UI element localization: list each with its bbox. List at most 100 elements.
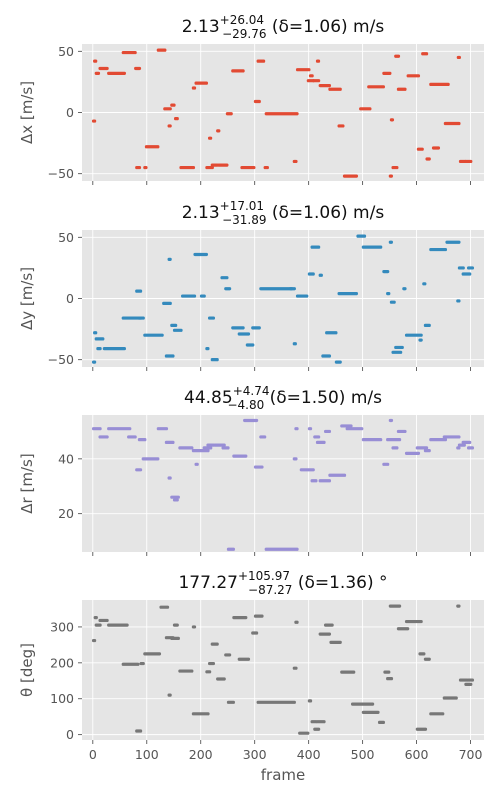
data-point-run [429,712,445,716]
data-point-run [406,74,421,78]
data-point-run [340,424,353,428]
data-point-run [135,468,143,472]
data-point-run [259,287,294,291]
data-point-run [396,627,410,631]
data-point-run [315,440,326,444]
data-point-run [295,294,309,298]
data-point-run [194,81,208,85]
data-point-run [356,234,367,238]
data-point-run [340,670,356,674]
data-point-run [388,418,394,423]
data-point-run [456,446,461,450]
x-tick-label: 400 [297,747,321,762]
data-point-run [205,165,214,170]
data-point-run [295,68,311,72]
data-point-run [467,678,475,682]
title-value: 177.27 [178,573,237,593]
data-point-run [310,720,318,724]
data-point-run [328,473,347,477]
data-point-run [94,71,101,75]
data-point-run [442,435,461,439]
title-upper-error: +26.04 [220,13,264,27]
data-point-run [421,52,429,56]
data-point-run [396,87,407,91]
x-tick-label: 200 [189,747,213,762]
data-point-run [91,638,97,643]
data-point-run [429,438,448,442]
data-point-run [456,604,461,608]
data-point-run [404,333,423,337]
data-point-run [382,462,390,466]
data-point-run [163,107,172,111]
y-tick-label: 0 [66,105,74,120]
data-point-run [172,328,183,332]
data-series [91,234,475,364]
data-point-run [415,446,429,450]
data-point-run [162,301,172,305]
data-point-run [321,354,332,358]
data-point-run [264,547,299,551]
data-point-run [216,129,221,133]
data-point-run [337,292,358,296]
data-point-run [191,86,197,90]
data-point-run [294,427,299,431]
x-tick-label: 600 [405,747,429,762]
data-point-run [193,252,208,257]
data-point-run [253,465,264,469]
y-axis-label: Δy [m/s] [18,267,36,330]
data-point-run [423,657,431,661]
data-point-run [394,54,401,58]
data-point-run [386,292,391,296]
data-point-run [240,165,256,170]
data-point-run [221,446,230,450]
data-point-run [259,435,267,439]
data-point-run [170,323,178,328]
data-point-run [93,59,98,63]
data-point-run [461,440,472,444]
data-point-run [328,87,342,91]
data-point-run [237,332,251,336]
data-point-run [313,727,321,731]
data-point-run [137,316,145,320]
data-point-run [191,625,197,629]
data-point-run [445,240,461,244]
data-point-run [294,620,299,624]
data-point-run [156,427,169,431]
data-point-run [292,457,298,461]
data-point-run [256,59,266,63]
data-point-run [143,333,164,337]
x-tick-label: 500 [351,747,375,762]
data-point-run [416,147,424,151]
title-value: 2.13 [182,17,220,37]
data-point-run [418,652,426,656]
data-point-run [135,165,142,170]
data-point-run [292,666,298,670]
data-point-run [232,454,248,458]
data-point-run [383,670,391,674]
data-point-run [388,604,402,608]
data-point-run [144,145,160,149]
data-point-run [237,657,251,661]
data-series [91,418,475,551]
data-point-run [91,427,102,431]
data-point-run [404,619,423,624]
data-point-run [121,50,137,55]
data-point-run [135,729,143,733]
data-point-run [367,85,385,89]
data-point-run [178,446,194,450]
data-point-run [121,316,143,320]
panel-title: 2.13+26.04 −29.76 (δ=1.06) m/s [182,13,385,41]
data-point-run [312,79,321,83]
data-point-run [206,443,216,447]
x-tick-label: 700 [459,747,483,762]
data-point-run [102,347,126,351]
data-point-run [422,282,427,286]
y-axis-label: Δr [m/s] [18,453,36,513]
data-point-run [170,103,176,107]
data-point-run [98,66,109,71]
data-point-run [174,117,179,121]
data-point-run [179,165,196,170]
title-lower-error: −29.76 [222,27,266,41]
data-point-run [135,289,143,293]
data-point-run [94,623,102,627]
